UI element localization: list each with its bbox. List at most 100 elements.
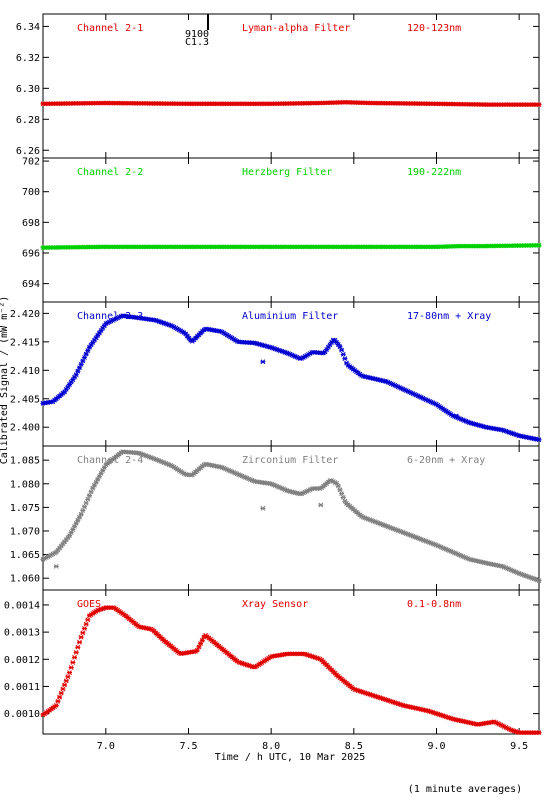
data-point: [65, 674, 71, 680]
x-tick-label: 7.0: [97, 741, 115, 752]
data-point: [342, 356, 348, 362]
y-tick-label: 0.0012: [4, 655, 40, 666]
data-point: [78, 634, 84, 640]
y-tick-label: 0.0014: [4, 600, 40, 611]
filter-label: Lyman-alpha Filter: [242, 23, 350, 34]
panel-1: 6.26 6.28 6.30 6.32 6.34 Channel 2-1 Lyman-alp…: [16, 13, 542, 159]
data-point: [95, 476, 101, 482]
data-point: [80, 630, 86, 636]
data-point: [335, 483, 341, 489]
y-tick-label: 6.26: [16, 146, 40, 157]
band-label: 120-123nm: [407, 23, 461, 34]
panel-frame: [42, 157, 540, 303]
data-point: [80, 358, 86, 364]
panel-frame: [42, 13, 540, 159]
data-point: [83, 621, 89, 627]
data-point: [60, 686, 66, 692]
filter-label: Herzberg Filter: [242, 167, 332, 178]
data-point: [63, 678, 69, 684]
filter-label: Aluminium Filter: [242, 311, 338, 322]
series-points: [40, 242, 542, 251]
data-point: [73, 520, 79, 526]
data-point: [337, 487, 343, 493]
panel-frame: [42, 445, 540, 591]
series-points: [40, 313, 542, 443]
x-tick-label: 7.5: [179, 741, 197, 752]
top-marker-line1: 9100: [185, 29, 209, 40]
data-point: [53, 702, 59, 708]
channel-label: Channel 2-4: [77, 455, 143, 466]
y-tick-label: 1.070: [10, 526, 40, 537]
x-tick-label: 8.5: [345, 741, 363, 752]
data-point: [339, 491, 345, 496]
y-tick-label: 2.400: [10, 423, 40, 434]
x-tick-label: 9.0: [427, 741, 445, 752]
data-point: [81, 355, 87, 360]
y-tick-label: 2.415: [10, 337, 40, 348]
data-point: [101, 465, 107, 470]
series-points: [40, 605, 542, 736]
y-tick-label: 0.0013: [4, 628, 40, 639]
top-marker-line2: C1.3: [185, 37, 209, 48]
data-point: [72, 374, 78, 380]
data-point: [536, 102, 542, 107]
panel-frame: [42, 301, 540, 447]
channel-label: Channel 2-2: [77, 167, 143, 178]
y-tick-label: 702: [22, 157, 40, 168]
x-tick-label: 8.0: [262, 741, 280, 752]
data-point: [81, 626, 87, 631]
outlier-point: [318, 502, 324, 508]
outlier-point: [260, 359, 266, 365]
data-point: [75, 368, 81, 374]
data-point: [78, 361, 84, 367]
y-tick-label: 2.405: [10, 394, 40, 405]
data-point: [70, 527, 76, 532]
panels: 6.26 6.28 6.30 6.32 6.34 Channel 2-1 Lyman-alp…: [4, 13, 542, 752]
y-axis-label: Calibrated Signal / (mW m⁻²): [0, 296, 10, 465]
data-point: [536, 437, 542, 443]
data-point: [73, 649, 79, 655]
data-point: [85, 348, 91, 354]
data-point: [57, 694, 63, 700]
data-point: [337, 344, 343, 350]
data-point: [73, 372, 79, 378]
data-point: [70, 377, 76, 382]
data-point: [67, 382, 73, 387]
data-point: [536, 730, 542, 736]
data-point: [80, 508, 86, 513]
y-tick-label: 6.28: [16, 115, 40, 126]
panel-2: 694 696 698 700 702 Channel 2-2 Herzberg Filte…: [22, 157, 542, 303]
y-tick-label: 1.075: [10, 503, 40, 514]
series-points: [40, 99, 542, 107]
data-point: [70, 660, 76, 665]
outlier-point: [453, 413, 459, 419]
filter-label: Xray Sensor: [242, 599, 308, 610]
y-tick-label: 698: [22, 218, 40, 229]
data-point: [76, 514, 82, 520]
series-points: [40, 449, 542, 583]
data-point: [62, 682, 68, 688]
data-point: [58, 690, 64, 696]
channel-label: Channel 2-3: [77, 311, 143, 322]
data-point: [339, 347, 345, 353]
y-tick-label: 2.420: [10, 309, 40, 320]
y-tick-label: 6.30: [16, 84, 40, 95]
data-point: [340, 351, 346, 357]
panel-5: 0.0010 0.0011 0.0012 0.0013 0.0014 GOES Xray S…: [4, 589, 542, 736]
data-point: [83, 351, 89, 357]
data-point: [75, 517, 81, 523]
y-tick-label: 6.32: [16, 53, 40, 64]
y-tick-label: 1.080: [10, 479, 40, 490]
y-tick-label: 1.065: [10, 550, 40, 561]
band-label: 0.1-0.8nm: [407, 599, 461, 610]
y-tick-label: 700: [22, 187, 40, 198]
data-point: [194, 647, 200, 653]
data-point: [68, 530, 74, 535]
data-point: [68, 379, 74, 385]
data-point: [196, 644, 202, 650]
channel-label: Channel 2-1: [77, 23, 143, 34]
panel-3: 2.400 2.405 2.410 2.415 2.420 Channel 2-3 Alum…: [10, 301, 542, 447]
y-tick-label: 696: [22, 248, 40, 259]
data-point: [93, 479, 99, 485]
